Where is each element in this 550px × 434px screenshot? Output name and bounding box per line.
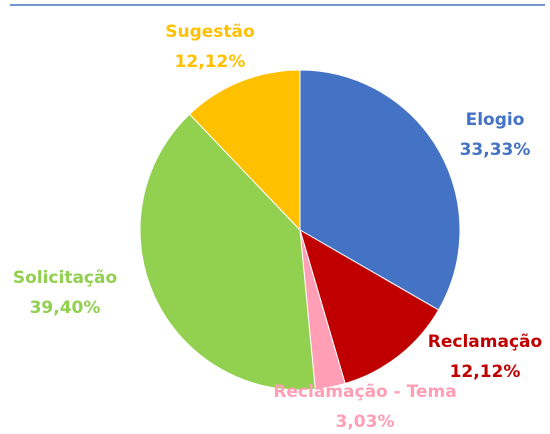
pie-slice: [139, 113, 316, 391]
slice-label: Reclamação - Tema: [273, 382, 456, 402]
pie-slice: [299, 69, 461, 311]
slice-value-label: 39,40%: [30, 298, 101, 318]
slice-value-label: 12,12%: [175, 52, 246, 72]
pie-slice: [299, 228, 440, 385]
pie-slice: [188, 69, 301, 232]
slice-value-label: 3,03%: [336, 412, 395, 432]
slice-label: Solicitação: [13, 268, 117, 288]
slice-value-label: 33,33%: [460, 140, 531, 160]
slice-label: Sugestão: [165, 22, 254, 42]
slice-value-label: 12,12%: [450, 362, 521, 382]
slice-label: Elogio: [466, 110, 525, 130]
slice-label: Reclamação: [428, 332, 542, 352]
